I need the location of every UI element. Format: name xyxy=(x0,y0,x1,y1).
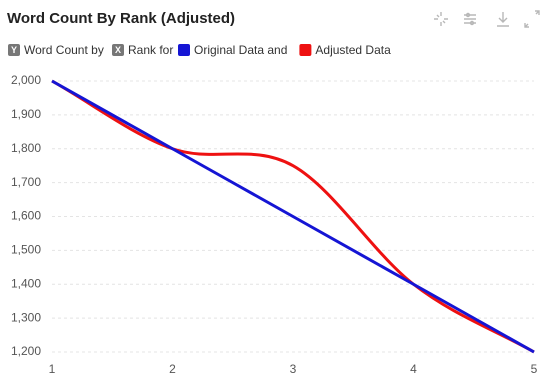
x-tick-label: 1 xyxy=(49,362,56,376)
x-tick-label: 3 xyxy=(290,362,297,376)
legend-badge xyxy=(8,44,20,56)
legend-label: Word Count by xyxy=(24,43,104,57)
legend-swatch xyxy=(178,44,190,56)
toolbar xyxy=(434,10,540,28)
y-tick-label: 1,900 xyxy=(11,107,41,121)
select-icon[interactable] xyxy=(434,12,448,26)
x-tick-label: 2 xyxy=(169,362,176,376)
download-icon[interactable] xyxy=(497,12,509,27)
legend-badge-text: Y xyxy=(11,45,17,55)
series-line xyxy=(51,79,535,354)
y-tick-label: 2,000 xyxy=(11,73,41,87)
expand-icon[interactable] xyxy=(524,10,540,28)
legend: Y Word Count by X Rank for xyxy=(8,43,173,57)
x-tick-label: 4 xyxy=(410,362,417,376)
legend-badge xyxy=(112,44,124,56)
legend-label: Rank for xyxy=(128,43,173,57)
y-tick-label: 1,200 xyxy=(11,344,41,358)
filter-icon[interactable] xyxy=(464,12,476,26)
series-line xyxy=(51,79,535,354)
y-tick-label: 1,400 xyxy=(11,276,41,290)
legend-label: Original Data and xyxy=(194,43,287,57)
chart-title: Word Count By Rank (Adjusted) xyxy=(7,10,235,27)
legend-label: Adjusted Data xyxy=(315,43,391,57)
y-tick-label: 1,700 xyxy=(11,175,41,189)
legend-badge-text: X xyxy=(115,45,121,55)
legend-swatch xyxy=(299,44,312,56)
y-tick-label: 1,800 xyxy=(11,141,41,155)
y-tick-label: 1,500 xyxy=(11,243,41,257)
x-tick-label: 5 xyxy=(531,362,538,376)
y-tick-label: 1,300 xyxy=(11,310,41,324)
y-tick-label: 1,600 xyxy=(11,209,41,223)
